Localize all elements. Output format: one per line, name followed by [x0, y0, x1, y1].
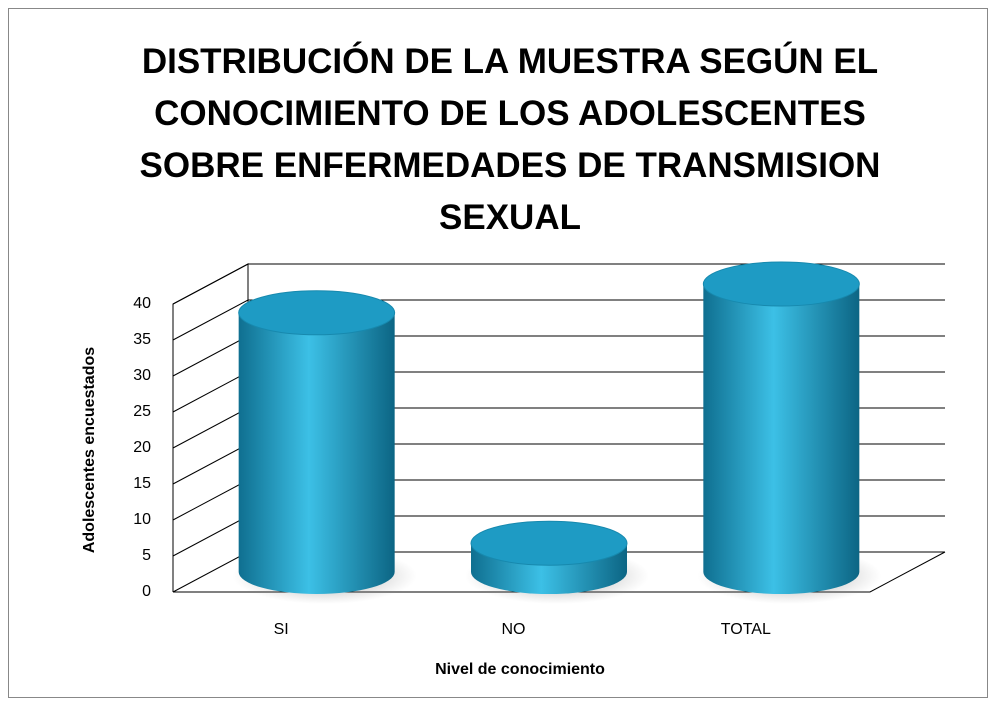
x-axis-label: Nivel de conocimiento [435, 661, 605, 678]
chart-title: DISTRIBUCIÓN DE LA MUESTRA SEGÚN EL CONO… [139, 42, 881, 237]
bar-top [470, 520, 628, 566]
x-tick-label: NO [502, 621, 526, 638]
x-tick-label: SI [274, 621, 289, 638]
y-tick-label: 0 [142, 583, 151, 600]
y-tick-label: 40 [133, 295, 151, 312]
bar [703, 284, 860, 594]
y-tick-label: 35 [133, 331, 151, 348]
bar-top [238, 290, 396, 336]
bar [238, 312, 395, 594]
y-tick-label: 20 [133, 439, 151, 456]
chart-frame [8, 8, 988, 698]
y-tick-label: 25 [133, 403, 151, 420]
y-tick-label: 5 [142, 547, 151, 564]
x-tick-label: TOTAL [721, 621, 771, 638]
y-tick-label: 30 [133, 367, 151, 384]
y-tick-label: 10 [133, 511, 151, 528]
y-tick-label: 15 [133, 475, 151, 492]
bar-top [702, 261, 860, 307]
y-axis-label: Adolescentes encuestados [81, 347, 98, 553]
